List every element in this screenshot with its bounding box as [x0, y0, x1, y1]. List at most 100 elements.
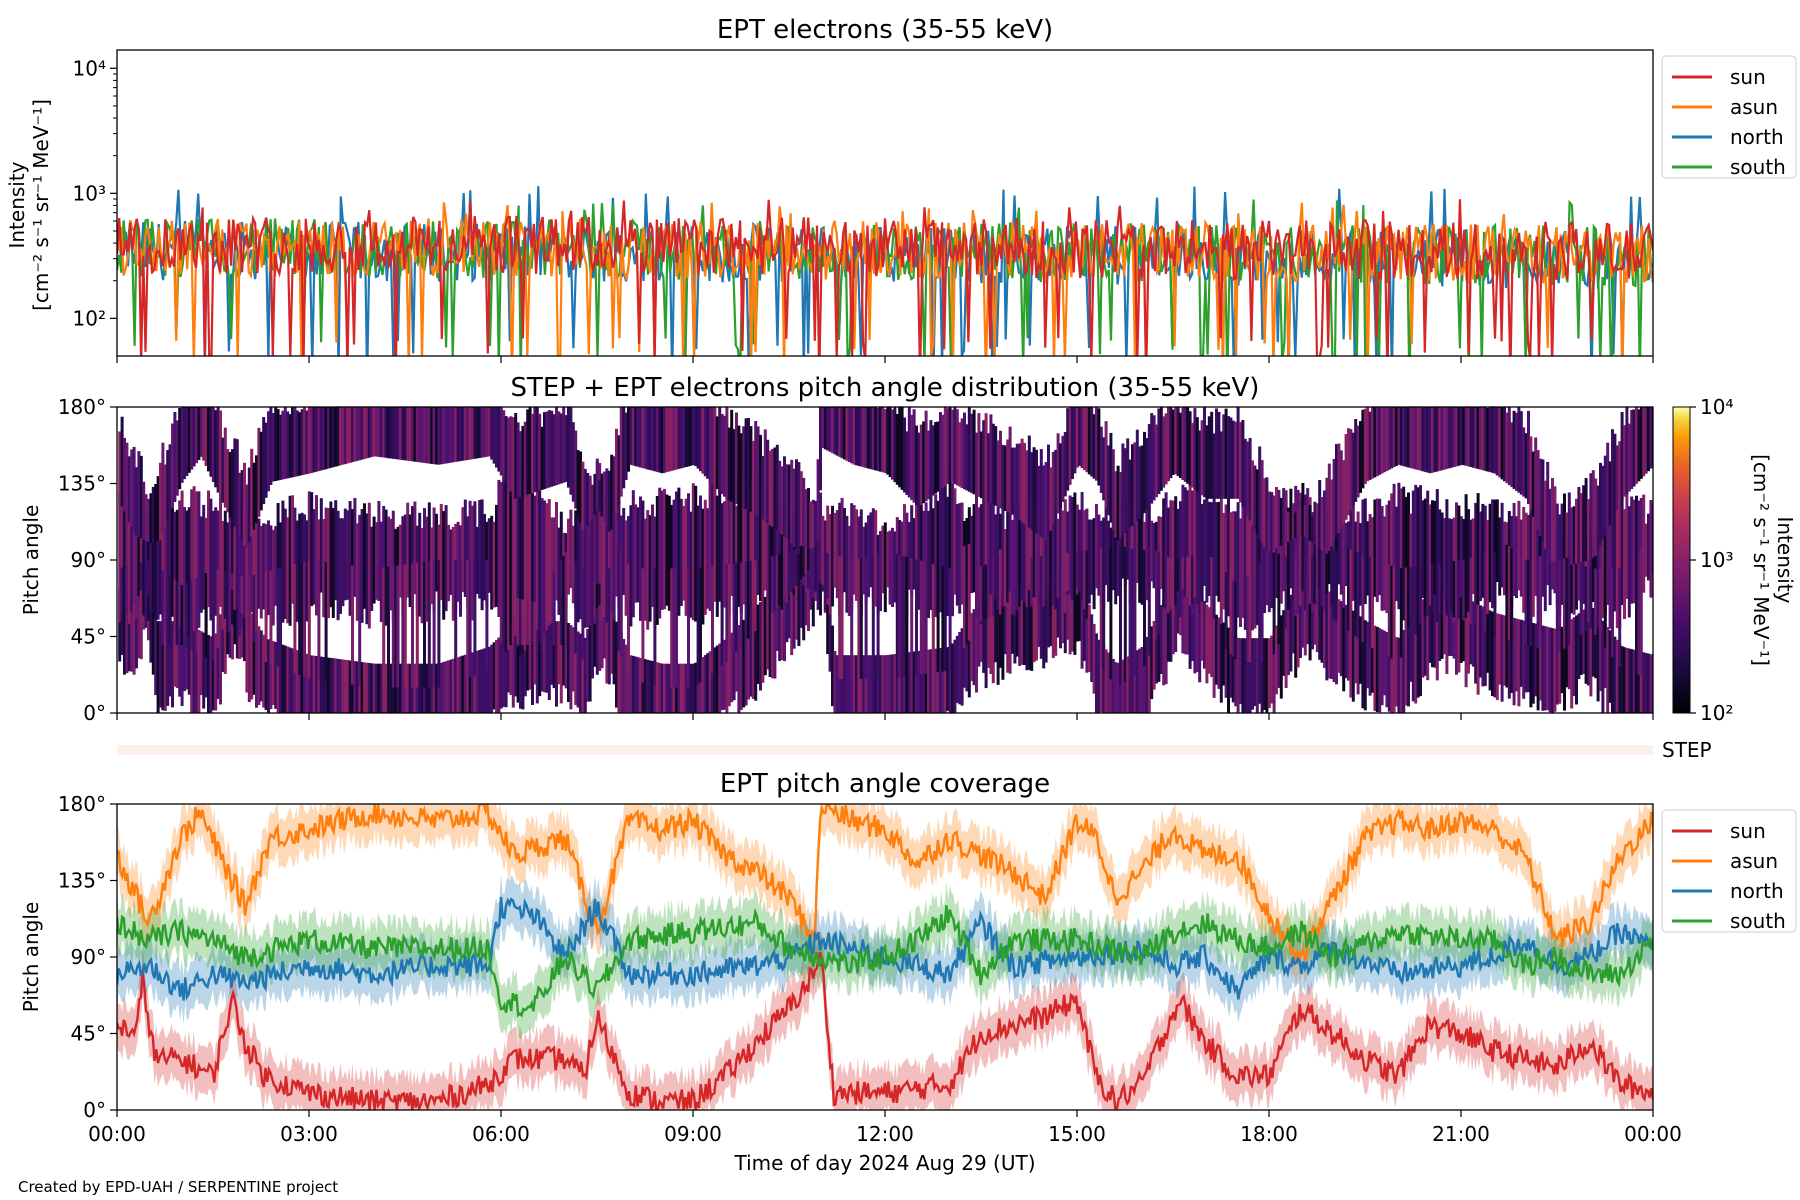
- heatmap-cell: [691, 663, 695, 713]
- heatmap-cell: [1162, 498, 1166, 608]
- heatmap-cell: [859, 558, 863, 679]
- heatmap-cell: [948, 568, 952, 671]
- heatmap-cell: [651, 504, 654, 607]
- heatmap-cell: [723, 501, 726, 608]
- heatmap-cell: [1363, 498, 1367, 605]
- heatmap-cell: [531, 413, 534, 494]
- heatmap-cell: [783, 576, 786, 662]
- heatmap-cell: [706, 508, 710, 609]
- heatmap-cell: [1236, 407, 1240, 499]
- heatmap-cell: [574, 629, 578, 705]
- heatmap-cell: [1174, 496, 1178, 606]
- heatmap-cell: [1587, 521, 1590, 623]
- heatmap-cell: [1253, 638, 1257, 707]
- heatmap-cell: [399, 407, 402, 460]
- heatmap-cell: [756, 487, 760, 595]
- heatmap-cell: [353, 498, 357, 597]
- heatmap-cell: [303, 407, 306, 475]
- heatmap-cell: [528, 407, 532, 494]
- heatmap-cell: [451, 527, 455, 621]
- heatmap-cell: [1056, 572, 1060, 638]
- heatmap-cell: [375, 522, 378, 600]
- heatmap-cell: [1289, 504, 1293, 589]
- heatmap-cell: [1337, 599, 1341, 673]
- heatmap-cell: [149, 506, 153, 613]
- heatmap-cell: [888, 530, 892, 605]
- heatmap-cell: [1205, 488, 1209, 603]
- heatmap-cell: [672, 663, 676, 713]
- xtick-label: 18:00: [1240, 1122, 1298, 1146]
- heatmap-cell: [1272, 630, 1276, 713]
- heatmap-cell: [1236, 502, 1240, 618]
- heatmap-cell: [1092, 414, 1096, 479]
- heatmap-cell: [696, 505, 700, 605]
- heatmap-cell: [910, 414, 914, 501]
- heatmap-cell: [1440, 407, 1444, 471]
- heatmap-cell: [1563, 493, 1566, 564]
- legend-label-south: south: [1730, 909, 1786, 933]
- heatmap-cell: [139, 486, 143, 596]
- heatmap-cell: [1128, 459, 1132, 529]
- heatmap-cell: [1054, 573, 1058, 656]
- heatmap-cell: [1102, 646, 1106, 713]
- panel2-heatmap: [118, 407, 1653, 713]
- heatmap-cell: [120, 502, 124, 602]
- heatmap-cell: [471, 407, 474, 460]
- heatmap-cell: [166, 494, 170, 627]
- heatmap-cell: [1551, 628, 1554, 713]
- heatmap-cell: [617, 553, 621, 652]
- heatmap-cell: [187, 624, 191, 695]
- heatmap-cell: [879, 655, 882, 713]
- heatmap-cell: [387, 663, 390, 713]
- heatmap-cell: [1284, 490, 1288, 544]
- heatmap-cell: [360, 407, 364, 460]
- heatmap-cell: [571, 422, 575, 502]
- heatmap-cell: [663, 663, 666, 713]
- heatmap-cell: [1243, 498, 1247, 630]
- xtick-label: 12:00: [856, 1122, 914, 1146]
- heatmap-cell: [1618, 494, 1622, 630]
- heatmap-cell: [751, 478, 755, 613]
- heatmap-cell: [1306, 488, 1310, 539]
- heatmap-cell: [807, 488, 810, 551]
- heatmap-cell: [219, 496, 222, 607]
- heatmap-cell: [1200, 596, 1204, 661]
- heatmap-cell: [1075, 407, 1079, 468]
- heatmap-cell: [778, 554, 782, 606]
- heatmap-cell: [1121, 659, 1125, 713]
- heatmap-cell: [984, 564, 988, 619]
- heatmap-cell: [1411, 407, 1415, 469]
- heatmap-cell: [1431, 587, 1434, 668]
- heatmap-cell: [478, 650, 482, 713]
- heatmap-cell: [1095, 633, 1098, 713]
- heatmap-cell: [1548, 488, 1552, 562]
- legend-label-asun: asun: [1730, 95, 1778, 119]
- heatmap-cell: [216, 510, 220, 602]
- heatmap-cell: [1176, 508, 1180, 591]
- heatmap-cell: [135, 467, 138, 536]
- heatmap-cell: [1265, 477, 1269, 551]
- panel2-ytick-label: 180°: [58, 395, 106, 419]
- heatmap-cell: [1217, 501, 1221, 602]
- heatmap-cell: [147, 560, 150, 595]
- heatmap-cell: [1570, 507, 1574, 565]
- heatmap-cell: [228, 510, 232, 632]
- heatmap-cell: [1217, 617, 1221, 689]
- heatmap-cell: [197, 491, 201, 628]
- heatmap-cell: [617, 435, 621, 505]
- heatmap-cell: [1380, 629, 1384, 706]
- heatmap-cell: [1323, 587, 1326, 668]
- heatmap-cell: [821, 515, 825, 586]
- heatmap-cell: [283, 645, 287, 713]
- heatmap-cell: [924, 562, 928, 674]
- heatmap-cell: [1639, 498, 1643, 592]
- heatmap-cell: [1450, 407, 1454, 468]
- heatmap-cell: [1438, 563, 1442, 614]
- heatmap-cell: [519, 598, 522, 645]
- heatmap-cell: [953, 488, 957, 595]
- heatmap-cell: [627, 516, 630, 602]
- heatmap-cell: [593, 581, 597, 620]
- heatmap-cell: [343, 508, 347, 601]
- heatmap-cell: [420, 528, 424, 624]
- panel2-ytick-label: 135°: [58, 472, 106, 496]
